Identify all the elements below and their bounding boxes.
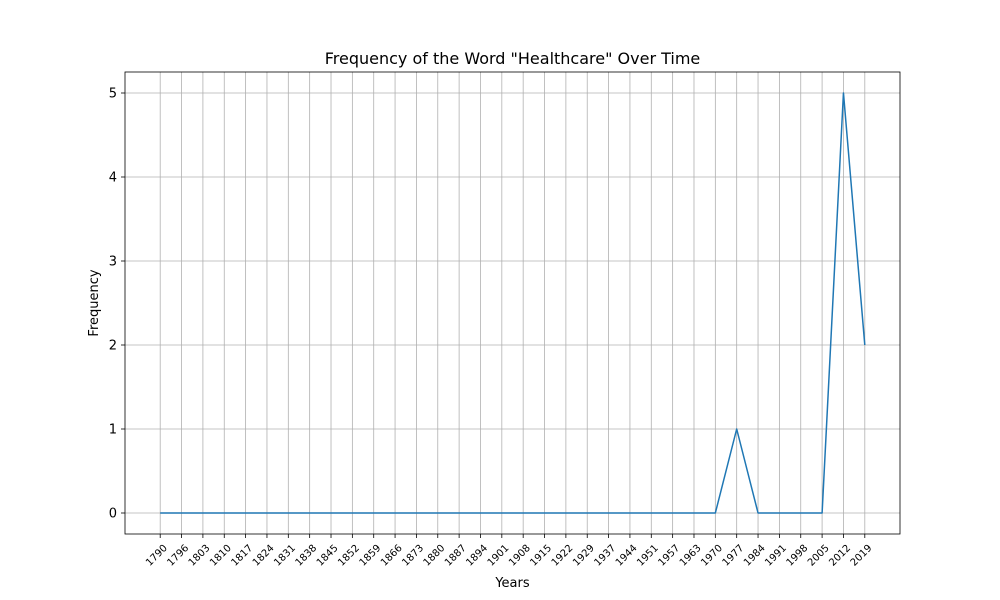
y-tick-label: 5 [109, 87, 117, 102]
series-line [160, 92, 866, 514]
y-axis: 0 1 2 3 4 5 [109, 87, 125, 522]
y-tick-label: 3 [109, 255, 117, 270]
series-layer [160, 92, 866, 514]
y-tick-label: 2 [109, 339, 117, 354]
y-tick-label: 1 [109, 423, 117, 438]
x-axis-label: Years [494, 576, 530, 591]
y-tick-label: 0 [109, 507, 117, 522]
plot-frame [124, 71, 901, 535]
y-axis-label: Frequency [87, 269, 102, 336]
grid [125, 72, 900, 534]
chart-title: Frequency of the Word "Healthcare" Over … [325, 49, 701, 68]
y-tick-label: 4 [109, 171, 117, 186]
